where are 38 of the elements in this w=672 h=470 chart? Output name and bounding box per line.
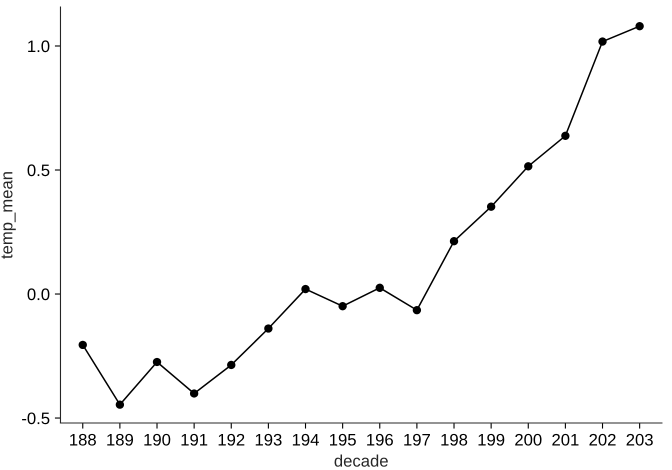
y-axis-title: temp_mean <box>2 172 16 259</box>
x-axis-title: decade <box>334 454 388 467</box>
x-tick-label: 188 <box>70 434 96 446</box>
x-tick-label: 198 <box>441 434 468 446</box>
y-tick-label: 0.5 <box>28 164 50 176</box>
point <box>190 389 198 398</box>
point <box>561 132 570 140</box>
point <box>116 400 124 409</box>
x-tick-label: 190 <box>144 434 170 446</box>
point <box>264 324 273 333</box>
point <box>524 162 532 170</box>
x-tick-label: 199 <box>478 434 504 446</box>
x-tick-label: 192 <box>218 434 244 446</box>
y-tick-label: 1.0 <box>28 40 50 52</box>
point <box>450 237 458 246</box>
x-tick-label: 203 <box>626 434 653 446</box>
x-tick-label: 197 <box>404 434 430 446</box>
x-tick-label: 191 <box>182 434 208 446</box>
x-tick-label: 194 <box>292 434 319 446</box>
point <box>338 302 347 310</box>
x-tick-label: 193 <box>256 434 282 446</box>
y-tick-label: 0.0 <box>28 288 50 300</box>
point <box>301 284 310 294</box>
x-tick-label: 196 <box>367 434 393 446</box>
x-tick-label: 195 <box>330 434 356 446</box>
point <box>486 202 496 211</box>
point <box>376 284 384 292</box>
point <box>598 37 607 46</box>
point <box>78 340 87 350</box>
point <box>635 22 644 30</box>
x-tick-label: 201 <box>552 434 578 446</box>
x-tick-label: 200 <box>515 434 542 446</box>
point <box>152 358 162 366</box>
x-tick-label: 202 <box>589 434 616 446</box>
point <box>412 306 422 314</box>
point <box>227 360 236 370</box>
x-tick-label: 189 <box>107 434 133 446</box>
y-tick-label: -0.5 <box>22 412 50 424</box>
